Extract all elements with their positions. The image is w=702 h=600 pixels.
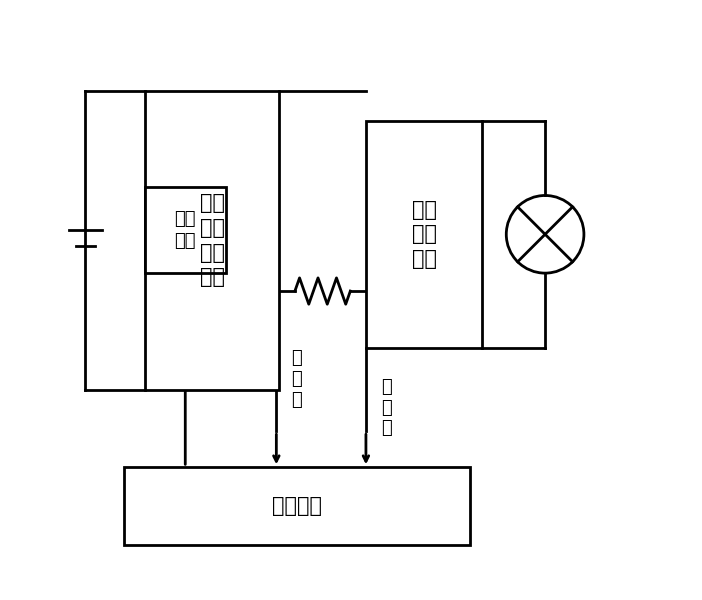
Text: 灯
电
压: 灯 电 压 <box>381 378 392 437</box>
FancyBboxPatch shape <box>124 467 470 545</box>
Text: 灯
电
流: 灯 电 流 <box>291 349 302 409</box>
FancyBboxPatch shape <box>145 187 225 273</box>
Text: 微控制器: 微控制器 <box>272 496 322 516</box>
FancyBboxPatch shape <box>145 91 279 389</box>
Text: 直流
直流
变换
电路: 直流 直流 变换 电路 <box>199 193 225 287</box>
FancyBboxPatch shape <box>366 121 482 348</box>
Text: 驱动
芯片: 驱动 芯片 <box>175 210 196 250</box>
Text: 全桥
逆变
电路: 全桥 逆变 电路 <box>411 200 437 269</box>
